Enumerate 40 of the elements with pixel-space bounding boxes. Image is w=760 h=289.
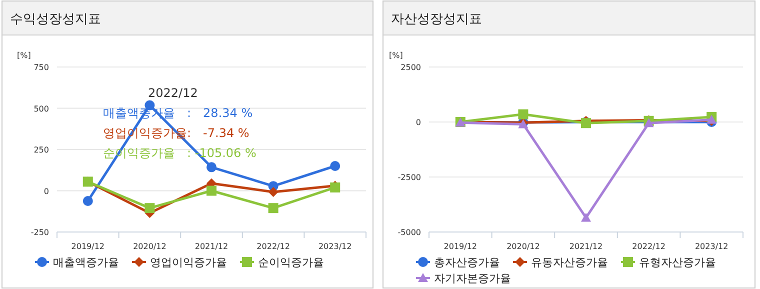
legend-label: 총자산증가율 [434, 256, 500, 269]
point [206, 162, 216, 172]
x-tick-label: 2019/12 [71, 242, 105, 251]
y-tick-label: 0 [44, 186, 49, 196]
x-tick-label: 2019/12 [444, 242, 478, 251]
point [206, 186, 216, 196]
y-axis-title: [%] [389, 51, 403, 60]
point [268, 203, 278, 214]
x-tick-label: 2022/12 [632, 242, 666, 251]
legend-label: 매출액증가율 [53, 256, 119, 269]
x-tick-label: 2022/12 [256, 242, 290, 251]
chart-title: 수익성장성지표 [10, 12, 101, 27]
y-tick-label: 500 [34, 104, 49, 114]
x-tick-label: 2021/12 [194, 242, 228, 251]
legend-label: 유동자산증가율 [531, 256, 608, 269]
y-tick-label: 250 [34, 146, 49, 154]
y-tick-label: 750 [34, 63, 49, 72]
annotation: 2022/12 [148, 86, 198, 100]
y-tick-label: 2500 [400, 63, 421, 72]
x-tick-label: 2023/12 [694, 242, 728, 251]
legend-label: 유형자산증가율 [639, 256, 716, 269]
point [82, 196, 93, 206]
legend-label: 자기자본증가율 [434, 272, 511, 285]
x-tick-label: 2021/12 [569, 242, 603, 251]
point [330, 161, 340, 171]
chart-title: 자산성장성지표 [391, 12, 482, 27]
y-tick-label: -5000 [398, 228, 421, 237]
x-tick-label: 2023/12 [318, 242, 352, 251]
point [581, 212, 591, 222]
point [144, 203, 155, 214]
y-tick-label: -250 [30, 228, 49, 237]
point [518, 109, 528, 120]
point [268, 186, 278, 197]
legend-label: 영업이익증가율 [150, 256, 227, 269]
y-tick-label: 0 [416, 118, 421, 127]
y-tick-label: -2500 [398, 173, 421, 182]
x-tick-label: 2020/12 [506, 242, 540, 251]
y-axis-title: [%] [17, 51, 31, 60]
legend-label: 순이익증가율 [258, 256, 324, 269]
x-tick-label: 2020/12 [133, 242, 166, 251]
